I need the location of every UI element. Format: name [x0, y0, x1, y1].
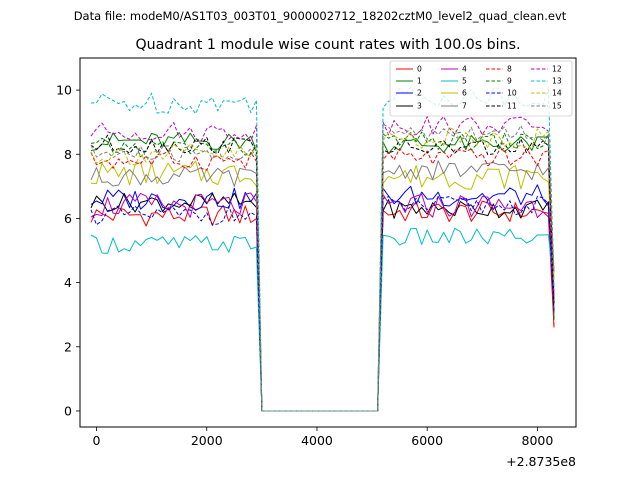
- legend-label-3: 3: [417, 102, 422, 111]
- legend-frame: [389, 60, 573, 117]
- y-tick-label: 4: [64, 275, 72, 290]
- axes-frame: [79, 57, 577, 428]
- chart-title: Quadrant 1 module wise count rates with …: [135, 37, 520, 53]
- legend-label-6: 6: [462, 89, 467, 98]
- x-tick-label: 0: [93, 433, 101, 448]
- x-offset-label: +2.8735e8: [506, 454, 576, 469]
- legend-label-13: 13: [552, 77, 562, 86]
- x-tick-label: 4000: [301, 433, 333, 448]
- x-tick-label: 8000: [522, 433, 554, 448]
- legend-label-11: 11: [507, 102, 517, 111]
- legend-label-9: 9: [507, 77, 512, 86]
- ticks-layer: 0 2000 4000 6000 8000 0 2 4 6 8 10: [56, 83, 553, 448]
- series-line-13: [90, 86, 555, 412]
- figure-suptitle: Data file: modeM0/AS1T03_003T01_90000027…: [74, 9, 567, 23]
- y-tick-label: 0: [64, 403, 72, 418]
- series-line-15: [90, 123, 555, 412]
- y-tick-label: 8: [64, 147, 72, 162]
- y-tick-label: 2: [64, 339, 72, 354]
- legend-label-2: 2: [417, 89, 422, 98]
- y-tick-label: 6: [64, 211, 72, 226]
- legend-label-10: 10: [507, 89, 517, 98]
- legend-label-0: 0: [417, 65, 422, 74]
- legend-label-12: 12: [552, 65, 562, 74]
- legend-label-5: 5: [462, 77, 467, 86]
- series-line-8: [90, 147, 555, 412]
- y-tick-label: 10: [56, 83, 72, 98]
- legend-label-15: 15: [552, 102, 562, 111]
- series-layer: [90, 86, 555, 412]
- legend-label-1: 1: [417, 77, 422, 86]
- legend-label-8: 8: [507, 65, 512, 74]
- x-tick-label: 2000: [191, 433, 223, 448]
- legend-label-14: 14: [552, 89, 562, 98]
- x-tick-label: 6000: [411, 433, 443, 448]
- legend-label-7: 7: [462, 102, 467, 111]
- series-line-14: [90, 126, 555, 412]
- legend-label-4: 4: [462, 65, 467, 74]
